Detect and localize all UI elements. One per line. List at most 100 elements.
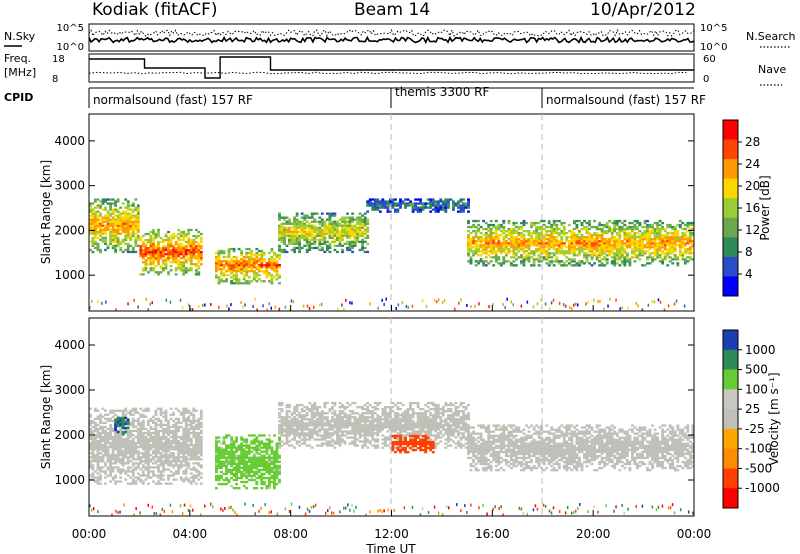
heatmap-cell-0-5	[590, 258, 594, 261]
heatmap-cell-0-4	[414, 202, 418, 205]
heatmap-cell-0-1	[149, 230, 153, 234]
heatmap-cell-1-1	[119, 424, 123, 428]
heatmap-cell-0-4	[419, 198, 423, 201]
clutter-cell-0	[443, 299, 446, 303]
heatmap-cell-0-4	[386, 204, 390, 207]
heatmap-cell-0-5	[638, 221, 642, 225]
heatmap-cell-0-0	[134, 220, 138, 223]
heatmap-cell-0-5	[545, 238, 549, 241]
heatmap-cell-1-3	[298, 422, 302, 425]
heatmap-cell-1-0	[182, 411, 186, 414]
heatmap-cell-0-0	[104, 220, 107, 223]
clutter-cell-0	[401, 301, 404, 304]
heatmap-cell-0-5	[678, 254, 682, 257]
heatmap-cell-0-2	[245, 272, 249, 275]
heatmap-cell-0-5	[477, 236, 481, 239]
heatmap-cell-0-2	[220, 251, 223, 255]
heatmap-cell-0-5	[537, 221, 541, 225]
clutter-cell-0	[228, 307, 230, 311]
heatmap-cell-1-2	[245, 487, 249, 490]
heatmap-cell-0-3	[293, 248, 297, 252]
clutter-cell-0	[411, 304, 414, 308]
heatmap-cell-0-3	[346, 246, 349, 250]
heatmap-cell-0-0	[119, 242, 123, 246]
heatmap-cell-1-0	[182, 409, 186, 412]
heatmap-cell-0-5	[668, 232, 672, 235]
heatmap-cell-1-2	[278, 472, 281, 476]
heatmap-cell-1-2	[217, 474, 221, 478]
heatmap-cell-1-1	[124, 420, 128, 424]
heatmap-cell-0-5	[686, 240, 690, 243]
heatmap-cell-1-2	[242, 438, 246, 441]
heatmap-cell-0-3	[351, 220, 355, 223]
heatmap-cell-1-2	[235, 482, 239, 486]
heatmap-cell-0-3	[278, 214, 281, 217]
heatmap-cell-0-5	[497, 236, 501, 239]
heatmap-cell-0-5	[628, 260, 632, 263]
heatmap-cell-0-2	[245, 270, 249, 273]
heatmap-cell-0-0	[104, 236, 107, 240]
heatmap-cell-0-5	[648, 223, 652, 227]
heatmap-cell-1-0	[159, 442, 163, 445]
heatmap-cell-0-3	[318, 232, 322, 235]
heatmap-cell-1-0	[174, 435, 178, 439]
heatmap-cell-0-0	[89, 218, 92, 221]
heatmap-cell-1-0	[157, 456, 160, 459]
heatmap-cell-1-0	[144, 427, 148, 431]
heatmap-cell-0-5	[638, 234, 642, 237]
heatmap-cell-1-0	[182, 460, 186, 463]
heatmap-cell-0-0	[104, 218, 107, 221]
heatmap-cell-0-3	[336, 222, 339, 225]
heatmap-cell-1-0	[184, 448, 188, 451]
heatmap-cell-1-2	[265, 487, 269, 490]
heatmap-cell-1-2	[232, 440, 236, 443]
heatmap-cell-0-0	[99, 218, 102, 221]
heatmap-cell-1-0	[131, 437, 135, 441]
heatmap-cell-0-5	[643, 250, 647, 253]
heatmap-cell-0-1	[179, 245, 183, 248]
heatmap-cell-0-2	[222, 280, 226, 283]
heatmap-cell-0-3	[280, 224, 284, 227]
heatmap-cell-0-4	[462, 206, 465, 209]
heatmap-cell-1-2	[275, 470, 279, 474]
heatmap-cell-1-0	[152, 444, 155, 447]
heatmap-cell-0-4	[406, 202, 410, 205]
heatmap-cell-1-0	[167, 464, 170, 467]
heatmap-cell-0-3	[351, 242, 355, 246]
heatmap-cell-0-1	[199, 263, 203, 266]
heatmap-cell-0-0	[109, 228, 113, 231]
heatmap-cell-0-5	[469, 262, 473, 265]
heatmap-cell-1-0	[149, 425, 153, 429]
heatmap-cell-0-2	[222, 255, 226, 259]
heatmap-cell-1-0	[164, 427, 168, 431]
heatmap-cell-0-1	[144, 249, 148, 252]
heatmap-cell-0-5	[628, 264, 632, 267]
clutter-cell-0	[262, 304, 264, 308]
heatmap-cell-1-0	[94, 480, 97, 483]
heatmap-cell-0-5	[620, 260, 624, 263]
heatmap-cell-0-0	[91, 220, 95, 223]
heatmap-cell-0-1	[157, 240, 160, 244]
heatmap-cell-1-0	[187, 411, 191, 414]
heatmap-cell-1-2	[242, 462, 246, 466]
heatmap-cell-0-2	[255, 251, 259, 255]
clutter-cell-0	[540, 298, 543, 302]
heatmap-cell-0-3	[293, 222, 297, 225]
heatmap-cell-0-0	[124, 224, 128, 227]
noise-right-tick-bottom: 10^0	[700, 42, 727, 53]
heatmap-cell-1-0	[194, 462, 198, 465]
heatmap-cell-0-5	[686, 221, 690, 225]
heatmap-cell-0-4	[467, 204, 470, 207]
heatmap-cell-1-2	[217, 446, 221, 449]
clutter-cell-0	[240, 300, 242, 304]
heatmap-cell-1-2	[235, 454, 239, 457]
heatmap-cell-1-0	[116, 444, 120, 447]
heatmap-cell-0-5	[557, 227, 561, 231]
heatmap-cell-0-3	[328, 228, 332, 231]
heatmap-cell-0-5	[555, 230, 559, 233]
heatmap-cell-1-2	[232, 478, 236, 482]
heatmap-cell-1-2	[245, 454, 249, 457]
heatmap-cell-0-5	[504, 242, 508, 245]
heatmap-cell-1-2	[242, 456, 246, 459]
heatmap-cell-0-5	[515, 258, 518, 261]
